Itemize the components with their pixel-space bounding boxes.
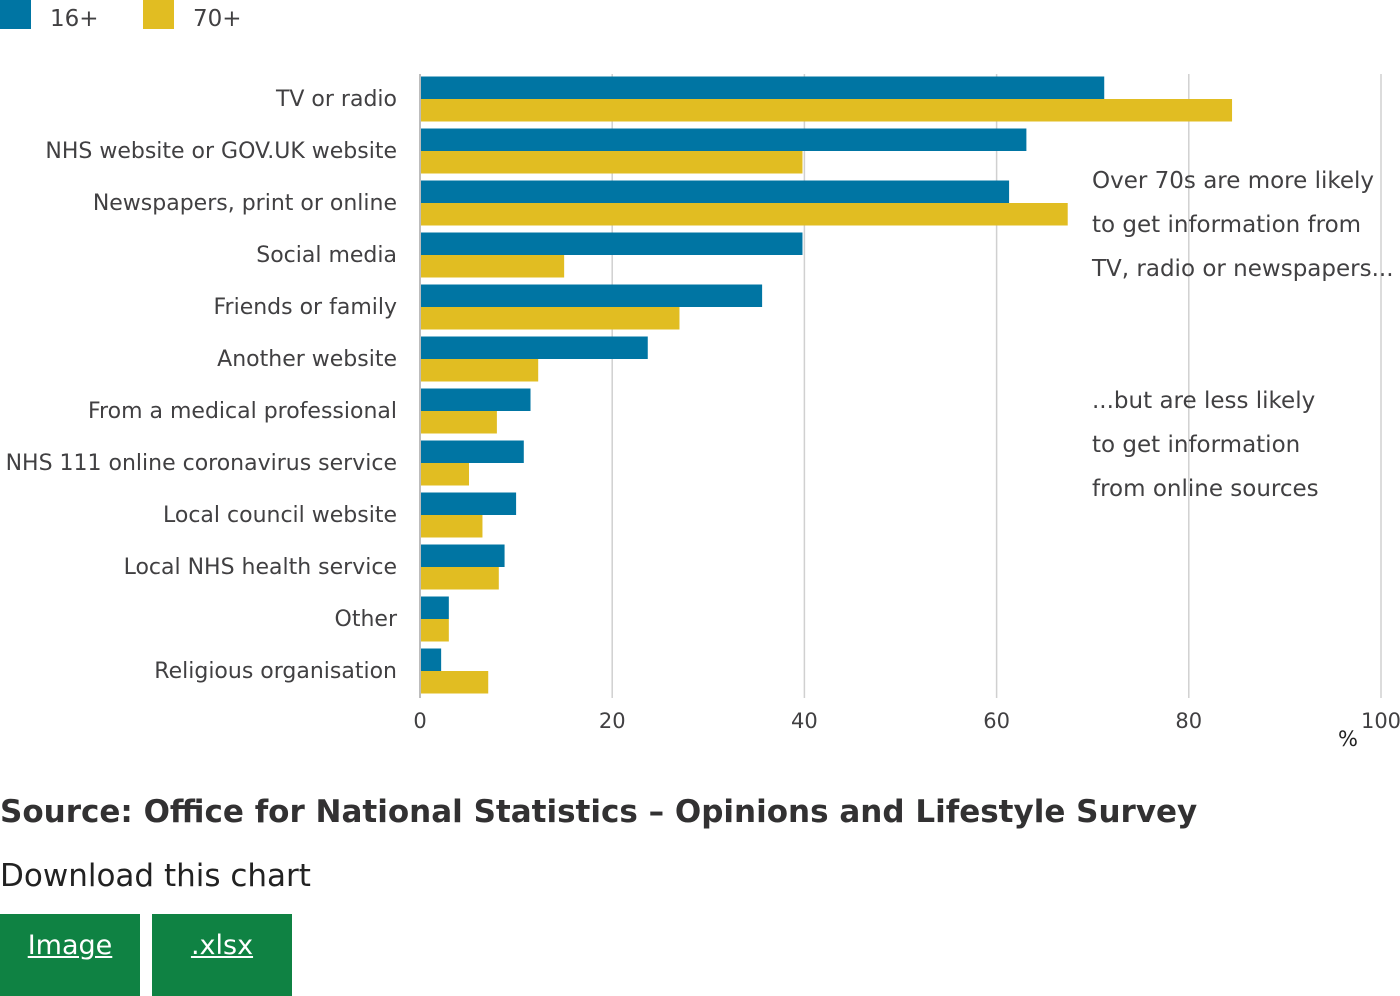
category-label: Local NHS health service	[124, 555, 397, 580]
category-label: Friends or family	[213, 295, 397, 320]
category-label: Other	[335, 607, 398, 632]
annotation-less-likely: ...but are less likely to get informatio…	[1092, 379, 1319, 511]
source-note: Source: Office for National Statistics –…	[0, 794, 1198, 830]
category-label: Another website	[217, 347, 397, 372]
bar	[420, 307, 680, 330]
bar	[420, 151, 803, 174]
bar	[420, 619, 449, 642]
bar-chart: TV or radio NHS website or GOV.UK website…	[6, 74, 1400, 751]
bar	[420, 76, 1105, 99]
bar	[420, 232, 803, 255]
legend-swatch-70plus	[143, 0, 174, 29]
annotation-line: from online sources	[1092, 476, 1319, 502]
annotation-line: ...but are less likely	[1092, 388, 1316, 414]
x-tick-label: 60	[983, 709, 1010, 733]
annotation-more-likely: Over 70s are more likely to get informat…	[1092, 159, 1394, 291]
bar	[420, 99, 1233, 122]
bar	[420, 203, 1068, 226]
annotation-line: TV, radio or newspapers...	[1092, 256, 1394, 282]
bar	[420, 128, 1027, 151]
bar	[420, 463, 470, 486]
legend-label-16plus: 16+	[50, 6, 99, 32]
legend-label-70plus: 70+	[193, 6, 242, 32]
bar	[420, 515, 483, 538]
x-unit-label: %	[1338, 727, 1358, 751]
x-tick-label: 20	[599, 709, 626, 733]
download-image-button[interactable]: Image	[0, 914, 140, 996]
category-label: NHS website or GOV.UK website	[45, 139, 397, 164]
bar	[420, 596, 449, 619]
bar	[420, 671, 489, 694]
bar	[420, 567, 499, 590]
bar	[420, 544, 505, 567]
annotation-line: to get information	[1092, 432, 1301, 458]
x-tick-label: 80	[1175, 709, 1202, 733]
category-label: Religious organisation	[154, 659, 397, 684]
category-label: Local council website	[163, 503, 397, 528]
bar	[420, 411, 497, 434]
bar	[420, 359, 539, 382]
category-label: NHS 111 online coronavirus service	[6, 451, 397, 476]
annotation-line: to get information from	[1092, 212, 1362, 238]
bar	[420, 648, 442, 671]
bar	[420, 284, 763, 307]
category-label: Social media	[256, 243, 397, 268]
bar	[420, 440, 524, 463]
x-tick-label: 100	[1361, 709, 1400, 733]
chart-legend: 16+ 70+	[0, 0, 400, 40]
annotation-line: Over 70s are more likely	[1092, 168, 1375, 194]
legend-swatch-16plus	[0, 0, 31, 29]
x-tick-label: 0	[413, 709, 426, 733]
bar	[420, 180, 1010, 203]
bar	[420, 492, 517, 515]
download-heading: Download this chart	[0, 858, 311, 894]
x-tick-label: 40	[791, 709, 818, 733]
bar	[420, 255, 565, 278]
bar	[420, 388, 531, 411]
bar	[420, 336, 648, 359]
category-label: From a medical professional	[88, 399, 397, 424]
download-xlsx-button[interactable]: .xlsx	[152, 914, 292, 996]
category-label: Newspapers, print or online	[93, 191, 397, 216]
category-label: TV or radio	[275, 87, 397, 112]
